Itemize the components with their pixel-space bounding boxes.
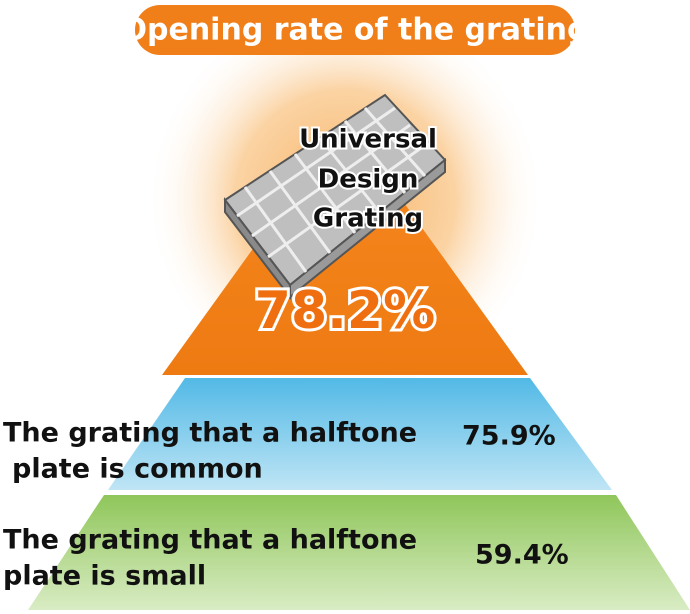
tier-value: 75.9% [462, 421, 556, 452]
tier-value: 59.4% [475, 540, 569, 571]
top-value: 78.2% [255, 281, 435, 341]
top-label: Grating [313, 204, 423, 234]
top-label: Design [318, 165, 419, 195]
tier-label: The grating that a halftone [3, 418, 417, 449]
title: Opening rate of the grating [122, 13, 589, 48]
bottom-tier [28, 495, 690, 610]
tier-label: plate is small [3, 561, 206, 592]
middle-tier [108, 378, 612, 490]
tier-label: The grating that a halftone [3, 525, 417, 556]
title-pill [135, 5, 575, 55]
tier-label: plate is common [12, 454, 263, 485]
grating-icon [223, 93, 447, 300]
top-label: Universal [299, 125, 437, 155]
